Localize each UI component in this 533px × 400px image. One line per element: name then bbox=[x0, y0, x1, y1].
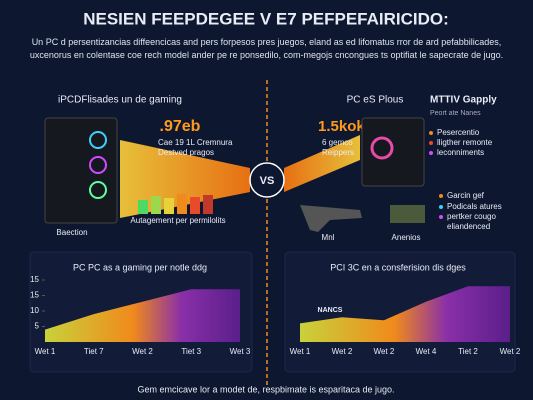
fan bbox=[89, 131, 107, 149]
bars-label: Autagement per permilolits bbox=[130, 216, 225, 225]
right-label: Anenios bbox=[392, 233, 421, 242]
fan bbox=[89, 181, 107, 199]
area bbox=[300, 286, 510, 342]
beam-right bbox=[284, 135, 360, 192]
y-tick-label: 15 bbox=[30, 291, 39, 300]
left-bullet: Destved pragos bbox=[158, 148, 214, 157]
footer: Gem emcicave lor a modet de, respbimate … bbox=[137, 384, 394, 394]
fan bbox=[370, 136, 394, 160]
x-tick-label: Wet 4 bbox=[416, 347, 437, 356]
brand-sub: Peort ate Nanes bbox=[430, 110, 481, 117]
feature: pertker cougo bbox=[447, 212, 496, 221]
x-tick-label: Wet 2 bbox=[332, 347, 353, 356]
x-tick-label: Wet 2 bbox=[374, 347, 395, 356]
x-tick-label: Tiet 3 bbox=[181, 347, 201, 356]
x-tick-label: Wet 1 bbox=[35, 347, 56, 356]
title: NESIEN FEEPDEGEE V E7 PEFPEFAIRICIDO: bbox=[83, 9, 449, 28]
chart-title: PC PC as a gaming per notle ddg bbox=[73, 262, 207, 272]
right-bullet: Reippers bbox=[322, 148, 354, 157]
feature-list: Pesercentio lligther remonte leconniment… bbox=[429, 128, 502, 231]
x-tick-label: Wet 2 bbox=[500, 347, 521, 356]
right-label: Mnl bbox=[322, 233, 335, 242]
left-caption: Baection bbox=[56, 228, 87, 237]
x-tick-label: Tiet 7 bbox=[84, 347, 104, 356]
vs-label: VS bbox=[260, 175, 275, 187]
vs-circle bbox=[249, 162, 285, 198]
x-tick-label: Wet 2 bbox=[132, 347, 153, 356]
left-price: .97eb bbox=[160, 118, 201, 135]
feature: Garcin gef bbox=[447, 191, 485, 200]
subtitle-box: Un PC d persentizancias diffeencicas and… bbox=[29, 37, 504, 60]
feature: Pesercentio bbox=[437, 128, 480, 137]
y-tick-label: 10 bbox=[30, 306, 39, 315]
pc-tower bbox=[44, 117, 118, 224]
right-heading: PC eS Plous bbox=[347, 95, 404, 106]
pc-tower bbox=[361, 117, 425, 187]
feature: lligther remonte bbox=[437, 138, 493, 147]
chart-logo: NANCS bbox=[318, 307, 343, 314]
chart-title: PCI 3C en a consferision dis dges bbox=[330, 262, 466, 272]
feature: eliandenced bbox=[447, 222, 490, 231]
board-icon bbox=[390, 205, 425, 223]
brand: MTTIV Gapply bbox=[430, 95, 497, 106]
x-tick-label: Tiet 2 bbox=[458, 347, 478, 356]
feature: leconniments bbox=[437, 148, 484, 157]
y-tick-label: 5 bbox=[35, 322, 40, 331]
subtitle: Un PC d persentizancias diffeencicas and… bbox=[29, 37, 504, 60]
controller-icon bbox=[300, 205, 362, 232]
area bbox=[45, 289, 240, 342]
x-tick-label: Wet 3 bbox=[230, 347, 251, 356]
right-price: 1.5kok bbox=[318, 118, 365, 135]
left-heading: iPCDFlisades un de gaming bbox=[58, 95, 182, 106]
left-bullet: Cae 19 1L Cremnura bbox=[158, 138, 233, 147]
right-bullet: 6 gemco bbox=[322, 138, 353, 147]
meter-bars bbox=[138, 194, 213, 214]
feature: Podicals atures bbox=[447, 202, 502, 211]
y-tick-label: 15 bbox=[30, 275, 39, 284]
x-tick-label: Wet 1 bbox=[290, 347, 311, 356]
fan bbox=[89, 156, 107, 174]
